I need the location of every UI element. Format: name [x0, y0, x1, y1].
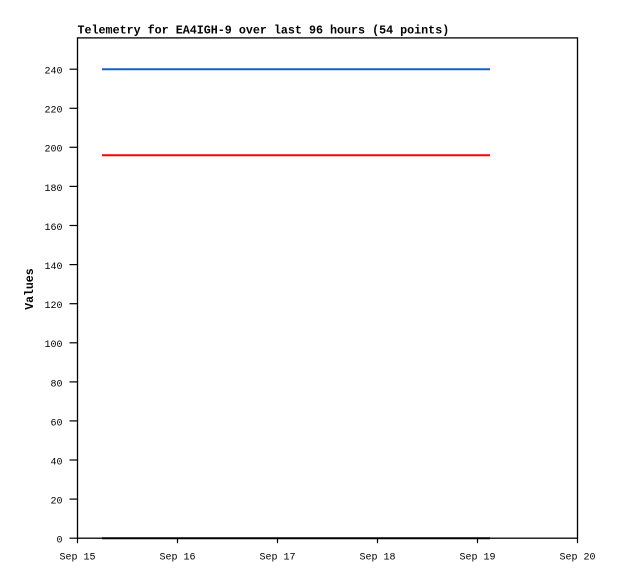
svg-text:80: 80: [50, 379, 62, 390]
svg-text:Sep 17: Sep 17: [259, 552, 295, 563]
svg-text:60: 60: [50, 418, 62, 429]
svg-text:Values: Values: [24, 268, 37, 310]
svg-text:Sep 15: Sep 15: [59, 552, 95, 563]
svg-text:160: 160: [44, 223, 62, 234]
svg-text:100: 100: [44, 340, 62, 351]
svg-text:0: 0: [56, 536, 62, 547]
svg-text:240: 240: [44, 67, 62, 78]
svg-text:40: 40: [50, 457, 62, 468]
svg-text:120: 120: [44, 301, 62, 312]
svg-text:Sep 18: Sep 18: [359, 552, 395, 563]
svg-text:Sep 16: Sep 16: [159, 552, 195, 563]
svg-text:220: 220: [44, 106, 62, 117]
svg-text:180: 180: [44, 184, 62, 195]
svg-text:Sep 19: Sep 19: [459, 552, 495, 563]
svg-text:Sep 20: Sep 20: [559, 552, 595, 563]
svg-text:140: 140: [44, 262, 62, 273]
svg-text:Telemetry for EA4IGH-9 over la: Telemetry for EA4IGH-9 over last 96 hour…: [78, 24, 450, 38]
svg-text:20: 20: [50, 497, 62, 508]
svg-text:200: 200: [44, 145, 62, 156]
